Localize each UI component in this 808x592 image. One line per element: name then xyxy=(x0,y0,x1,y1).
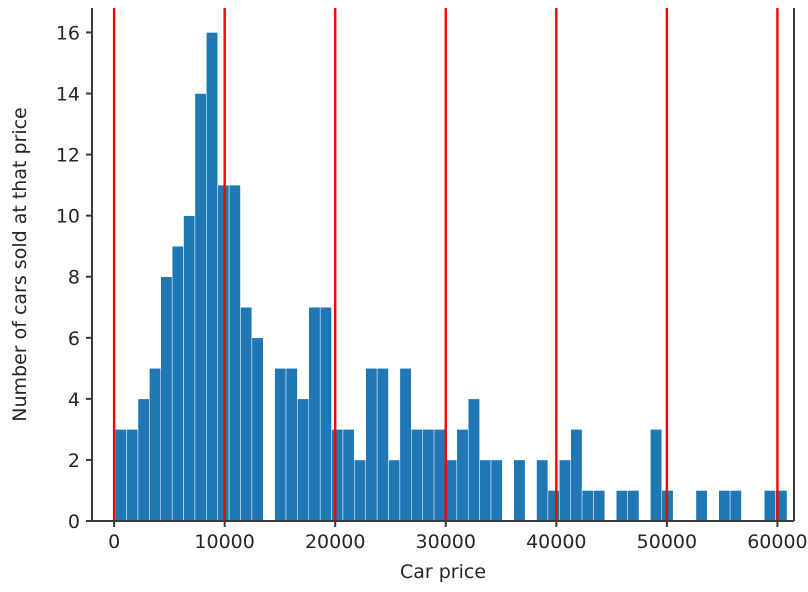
histogram-bar xyxy=(354,459,366,522)
histogram-bar xyxy=(126,429,139,522)
histogram-bar xyxy=(206,32,218,522)
x-tick-label: 20000 xyxy=(305,531,365,553)
histogram-bar xyxy=(467,398,480,522)
histogram-bar xyxy=(536,459,549,522)
histogram-bar xyxy=(376,368,389,522)
histogram-bar xyxy=(194,93,207,522)
y-tick-label: 12 xyxy=(56,145,80,167)
y-tick-label: 0 xyxy=(68,511,80,533)
x-tick-label: 60000 xyxy=(747,531,807,553)
histogram-bar xyxy=(388,459,401,522)
y-axis-ticks: 0 2 4 6 8 10 12 14 16 xyxy=(56,22,92,533)
histogram-bar xyxy=(433,429,446,522)
histogram-bar xyxy=(342,429,355,522)
histogram-bar xyxy=(718,490,731,522)
histogram-bar xyxy=(399,368,412,522)
histogram-bar xyxy=(627,490,640,522)
histogram-bar xyxy=(411,429,423,522)
histogram-bar xyxy=(331,429,344,522)
histogram-bar xyxy=(615,490,628,522)
histogram-bar xyxy=(160,276,173,522)
histogram-bar xyxy=(490,459,503,522)
histogram-bar xyxy=(764,490,776,522)
x-tick-label: 30000 xyxy=(416,531,476,553)
x-tick-label: 10000 xyxy=(194,531,254,553)
y-axis-title: Number of cars sold at that price xyxy=(9,107,31,422)
histogram-bar xyxy=(251,337,264,522)
y-tick-label: 4 xyxy=(68,389,80,411)
x-tick-label: 50000 xyxy=(637,531,697,553)
x-axis-ticks: 0 10000 20000 30000 40000 50000 60000 xyxy=(108,521,808,553)
histogram-bar xyxy=(559,459,571,522)
histogram-bar xyxy=(456,429,469,522)
y-tick-label: 8 xyxy=(68,267,80,289)
y-tick-label: 16 xyxy=(56,22,80,44)
histogram-bar xyxy=(217,184,230,522)
y-tick-label: 14 xyxy=(56,84,80,106)
y-tick-label: 6 xyxy=(68,328,80,350)
histogram-bar xyxy=(581,490,594,522)
histogram-bar xyxy=(513,459,526,522)
histogram-bar xyxy=(695,490,708,522)
x-axis-title: Car price xyxy=(400,561,486,583)
histogram-bar xyxy=(308,307,321,522)
histogram-bars xyxy=(114,32,788,522)
histogram-bar xyxy=(570,429,583,522)
x-tick-label: 40000 xyxy=(526,531,586,553)
histogram-bar xyxy=(319,307,332,522)
histogram-bar xyxy=(228,184,241,522)
price-threshold-lines xyxy=(112,8,779,521)
histogram-bar xyxy=(274,368,287,522)
histogram-bar xyxy=(171,245,184,522)
histogram-bar xyxy=(729,490,742,522)
histogram-bar xyxy=(285,368,298,522)
histogram-bar xyxy=(593,490,606,522)
y-tick-label: 10 xyxy=(56,206,80,228)
histogram-bar xyxy=(137,398,150,522)
histogram-bar xyxy=(650,429,663,522)
histogram-bar xyxy=(297,398,310,522)
histogram-bar xyxy=(365,368,378,522)
histogram-bar xyxy=(479,459,492,522)
histogram-bar xyxy=(149,368,162,522)
histogram-bar xyxy=(240,307,253,522)
x-tick-label: 0 xyxy=(108,531,120,553)
histogram-bar xyxy=(183,215,196,522)
histogram-bar xyxy=(547,490,560,522)
histogram-bar xyxy=(445,459,458,522)
histogram-bar xyxy=(114,429,127,522)
histogram-bar xyxy=(422,429,435,522)
y-tick-label: 2 xyxy=(68,450,80,472)
